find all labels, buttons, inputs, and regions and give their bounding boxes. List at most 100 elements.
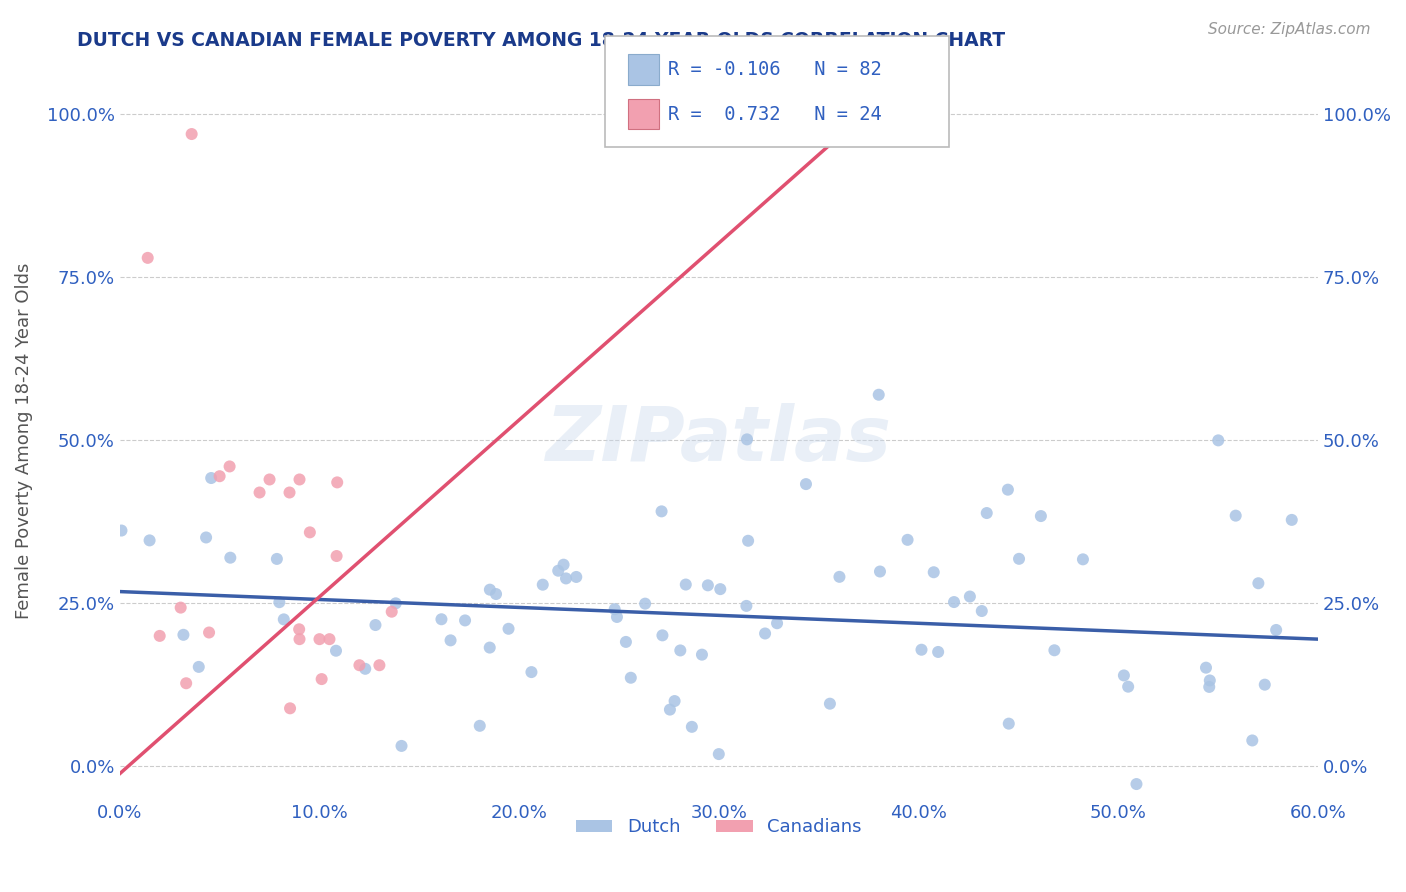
- Point: [709, 582, 731, 596]
- Point: [1198, 680, 1220, 694]
- Point: [1071, 552, 1094, 566]
- Point: [565, 570, 588, 584]
- Point: [1254, 678, 1277, 692]
- Point: [318, 632, 340, 647]
- Point: [110, 524, 132, 538]
- Point: [690, 648, 713, 662]
- Point: [364, 618, 387, 632]
- Point: [187, 660, 209, 674]
- Point: [249, 485, 271, 500]
- Point: [136, 251, 159, 265]
- Point: [1116, 680, 1139, 694]
- Point: [1247, 576, 1270, 591]
- Point: [737, 533, 759, 548]
- Point: [531, 577, 554, 591]
- Point: [180, 127, 202, 141]
- Point: [1265, 623, 1288, 637]
- Point: [547, 564, 569, 578]
- Point: [1125, 777, 1147, 791]
- Point: [170, 600, 193, 615]
- Point: [651, 504, 673, 518]
- Point: [614, 635, 637, 649]
- Point: [311, 672, 333, 686]
- Point: [288, 473, 311, 487]
- Point: [498, 622, 520, 636]
- Point: [1281, 513, 1303, 527]
- Point: [707, 747, 730, 761]
- Point: [219, 550, 242, 565]
- Point: [288, 622, 311, 636]
- Point: [478, 582, 501, 597]
- Point: [266, 552, 288, 566]
- Point: [325, 644, 347, 658]
- Text: R = -0.106   N = 82: R = -0.106 N = 82: [668, 60, 882, 79]
- Point: [555, 571, 578, 585]
- Point: [172, 628, 194, 642]
- Point: [273, 612, 295, 626]
- Point: [349, 658, 371, 673]
- Text: ZIPatlas: ZIPatlas: [546, 403, 891, 477]
- Point: [651, 628, 673, 642]
- Point: [384, 596, 406, 610]
- Point: [675, 577, 697, 591]
- Point: [927, 645, 949, 659]
- Legend: Dutch, Canadians: Dutch, Canadians: [569, 811, 869, 844]
- Point: [735, 599, 758, 613]
- Point: [603, 602, 626, 616]
- Point: [818, 697, 841, 711]
- Point: [138, 533, 160, 548]
- Point: [669, 643, 692, 657]
- Point: [1198, 673, 1220, 688]
- Point: [478, 640, 501, 655]
- Point: [976, 506, 998, 520]
- Point: [454, 614, 477, 628]
- Point: [696, 578, 718, 592]
- Point: [997, 483, 1019, 497]
- Point: [1008, 551, 1031, 566]
- Point: [439, 633, 461, 648]
- Point: [149, 629, 172, 643]
- Point: [259, 473, 281, 487]
- Point: [325, 549, 347, 563]
- Point: [288, 632, 311, 647]
- Point: [959, 590, 981, 604]
- Point: [658, 703, 681, 717]
- Point: [174, 676, 197, 690]
- Point: [208, 469, 231, 483]
- Point: [218, 459, 240, 474]
- Point: [1043, 643, 1066, 657]
- Point: [943, 595, 966, 609]
- Point: [298, 525, 321, 540]
- Point: [468, 719, 491, 733]
- Point: [1112, 668, 1135, 682]
- Point: [308, 632, 330, 647]
- Point: [869, 565, 891, 579]
- Y-axis label: Female Poverty Among 18-24 Year Olds: Female Poverty Among 18-24 Year Olds: [15, 262, 32, 618]
- Point: [997, 716, 1019, 731]
- Point: [391, 739, 413, 753]
- Text: DUTCH VS CANADIAN FEMALE POVERTY AMONG 18-24 YEAR OLDS CORRELATION CHART: DUTCH VS CANADIAN FEMALE POVERTY AMONG 1…: [77, 31, 1005, 50]
- Point: [620, 671, 643, 685]
- Point: [430, 612, 453, 626]
- Point: [195, 531, 218, 545]
- Point: [553, 558, 575, 572]
- Point: [278, 485, 301, 500]
- Point: [868, 388, 890, 402]
- Point: [681, 720, 703, 734]
- Point: [381, 605, 404, 619]
- Point: [664, 694, 686, 708]
- Point: [200, 471, 222, 485]
- Point: [910, 642, 932, 657]
- Point: [735, 433, 758, 447]
- Point: [1029, 509, 1052, 524]
- Point: [198, 625, 221, 640]
- Point: [1206, 434, 1229, 448]
- Point: [269, 595, 291, 609]
- Point: [1241, 733, 1264, 747]
- Point: [278, 701, 301, 715]
- Point: [485, 587, 508, 601]
- Point: [326, 475, 349, 490]
- Point: [520, 665, 543, 679]
- Point: [606, 610, 628, 624]
- Point: [896, 533, 918, 547]
